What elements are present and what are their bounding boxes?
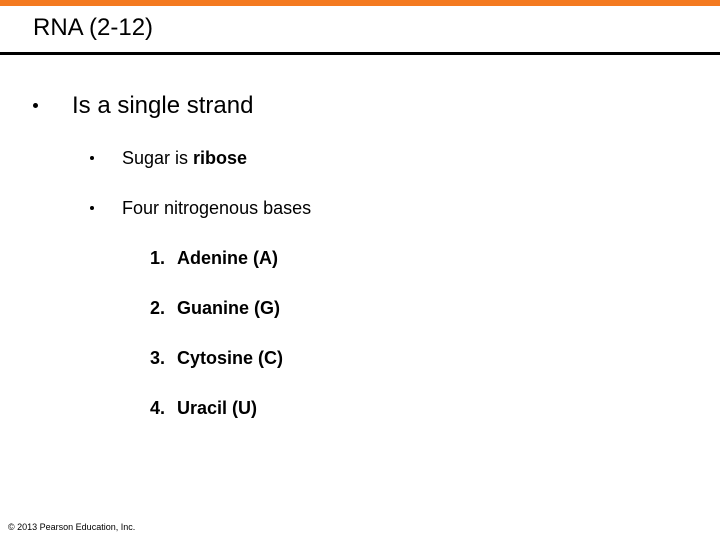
numbered-text: Guanine (G)	[177, 298, 280, 319]
numbered-marker: 4.	[150, 398, 165, 419]
bullet-level2-text: Four nitrogenous bases	[122, 198, 311, 219]
bullet-level2-text: Sugar is ribose	[122, 148, 247, 169]
numbered-item: 4. Uracil (U)	[150, 398, 257, 419]
bullet-level1-text: Is a single strand	[72, 92, 253, 120]
numbered-marker: 2.	[150, 298, 165, 319]
accent-bar	[0, 0, 720, 6]
numbered-text: Adenine (A)	[177, 248, 278, 269]
bullet-dot	[90, 156, 94, 160]
numbered-marker: 1.	[150, 248, 165, 269]
bullet-dot	[33, 103, 38, 108]
slide: RNA (2-12) Is a single strand Sugar is r…	[0, 0, 720, 540]
copyright-text: © 2013 Pearson Education, Inc.	[8, 522, 135, 532]
bullet-dot	[90, 206, 94, 210]
bullet-level2: Four nitrogenous bases	[90, 198, 311, 219]
numbered-item: 3. Cytosine (C)	[150, 348, 283, 369]
numbered-item: 2. Guanine (G)	[150, 298, 280, 319]
slide-title: RNA (2-12)	[33, 14, 153, 42]
numbered-item: 1. Adenine (A)	[150, 248, 278, 269]
title-divider	[0, 52, 720, 55]
bullet-level1: Is a single strand	[33, 92, 253, 120]
numbered-marker: 3.	[150, 348, 165, 369]
bullet-level2: Sugar is ribose	[90, 148, 247, 169]
numbered-text: Uracil (U)	[177, 398, 257, 419]
numbered-text: Cytosine (C)	[177, 348, 283, 369]
